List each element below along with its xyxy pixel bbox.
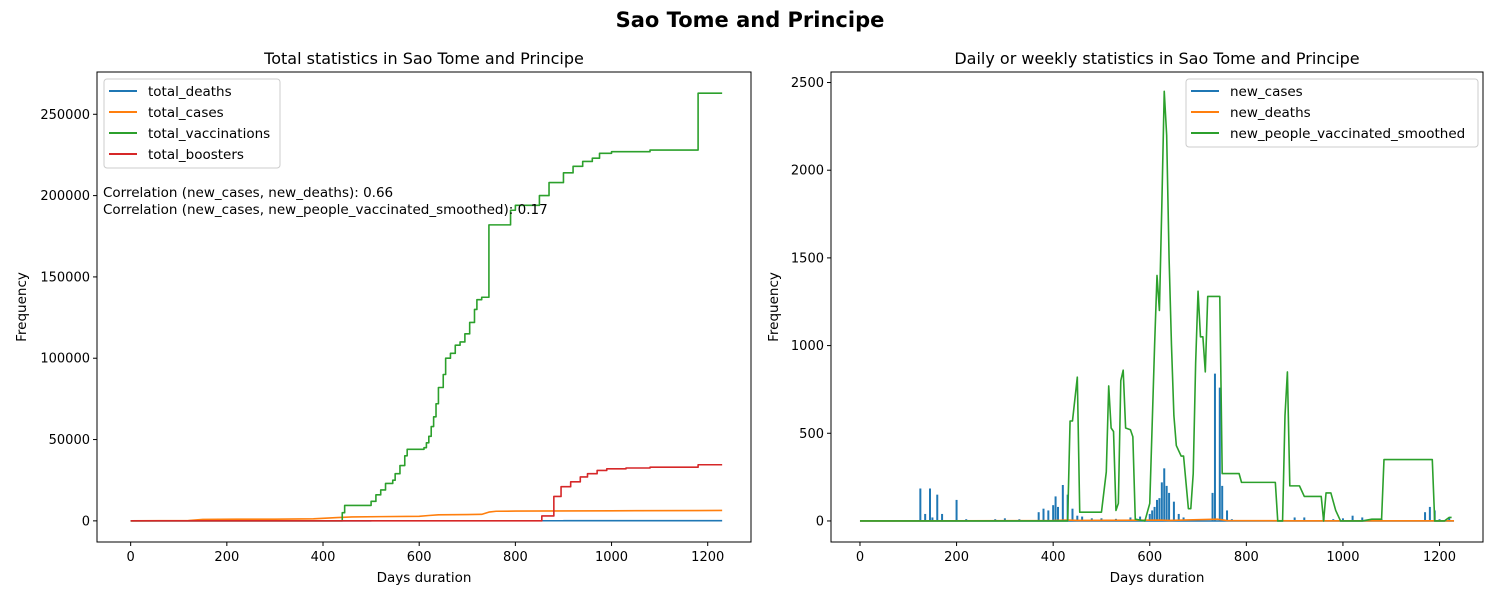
left-y-tick-label: 250000	[40, 108, 90, 123]
right-y-tick-label: 2000	[791, 164, 824, 179]
left-series-total-boosters	[130, 463, 723, 522]
right-y-tick-label: 500	[799, 427, 824, 442]
right-legend-label: new_people_vaccinated_smoothed	[1230, 126, 1465, 142]
right-chart-title: Daily or weekly statistics in Sao Tome a…	[954, 49, 1359, 68]
left-correlation-annotation: Correlation (new_cases, new_people_vacci…	[103, 202, 548, 218]
left-y-tick-label: 0	[82, 514, 90, 529]
right-y-tick-label: 1500	[791, 251, 824, 266]
left-chart: Total statistics in Sao Tome and Princip…	[14, 49, 752, 586]
right-plot-area: 0 200 400 600 800 1000 1200 0 500 1000 1500 2000 250…	[791, 71, 1484, 565]
right-legend-label: new_cases	[1230, 84, 1303, 100]
left-x-tick-label: 800	[503, 550, 528, 565]
left-x-tick-label: 0	[127, 550, 135, 565]
right-x-tick-label: 200	[944, 550, 969, 565]
left-y-tick-label: 200000	[40, 189, 90, 204]
right-series-group	[859, 90, 1455, 522]
left-legend-label: total_deaths	[148, 84, 232, 100]
left-y-tick-label: 50000	[49, 433, 90, 448]
left-legend-label: total_cases	[148, 105, 224, 121]
right-legend-label: new_deaths	[1230, 105, 1311, 121]
right-x-tick-label: 400	[1041, 550, 1066, 565]
left-y-tick-label: 150000	[40, 270, 90, 285]
right-y-tick-label: 1000	[791, 339, 824, 354]
right-series-new-cases	[859, 373, 1455, 522]
left-series-group	[130, 92, 723, 522]
right-axes-frame	[830, 71, 1484, 543]
right-y-tick-label: 0	[816, 514, 824, 529]
right-x-tick-label: 600	[1137, 550, 1162, 565]
left-x-tick-label: 200	[214, 550, 239, 565]
right-legend-box	[1185, 78, 1479, 148]
left-x-tick-label: 600	[407, 550, 432, 565]
left-x-tick-label: 400	[311, 550, 336, 565]
right-legend: new_cases new_deaths new_people_vaccinated…	[1185, 78, 1479, 148]
left-y-axis-label: Frequency	[14, 272, 30, 342]
left-x-tick-label: 1000	[595, 550, 628, 565]
right-x-tick-label: 0	[856, 550, 864, 565]
left-chart-title: Total statistics in Sao Tome and Princip…	[263, 49, 584, 68]
right-x-tick-label: 1200	[1423, 550, 1456, 565]
right-y-axis-label: Frequency	[766, 272, 782, 342]
right-x-tick-label: 800	[1234, 550, 1259, 565]
right-y-tick-label: 2500	[791, 76, 824, 91]
right-x-axis-label: Days duration	[1110, 570, 1205, 586]
left-legend-label: total_boosters	[148, 147, 244, 163]
right-x-tick-label: 1000	[1326, 550, 1359, 565]
left-correlation-annotation: Correlation (new_cases, new_deaths): 0.6…	[103, 185, 393, 201]
left-legend: total_deaths total_cases total_vaccination…	[103, 78, 281, 169]
left-legend-box	[103, 78, 281, 169]
left-series-total-cases	[130, 509, 723, 522]
left-axes-frame	[96, 71, 752, 543]
right-chart: Daily or weekly statistics in Sao Tome a…	[766, 49, 1484, 586]
right-series-new-people-vaccinated-smoothed	[859, 90, 1452, 522]
left-series-total-vaccinations	[130, 92, 723, 522]
left-y-tick-label: 100000	[40, 352, 90, 367]
left-x-tick-label: 1200	[691, 550, 724, 565]
left-x-axis-label: Days duration	[377, 570, 472, 586]
left-legend-label: total_vaccinations	[148, 126, 270, 142]
figure-suptitle: Sao Tome and Principe	[616, 8, 885, 32]
left-plot-area: 0 200 400 600 800 1000 1200 0 50000 100000 150000 2…	[40, 71, 752, 565]
